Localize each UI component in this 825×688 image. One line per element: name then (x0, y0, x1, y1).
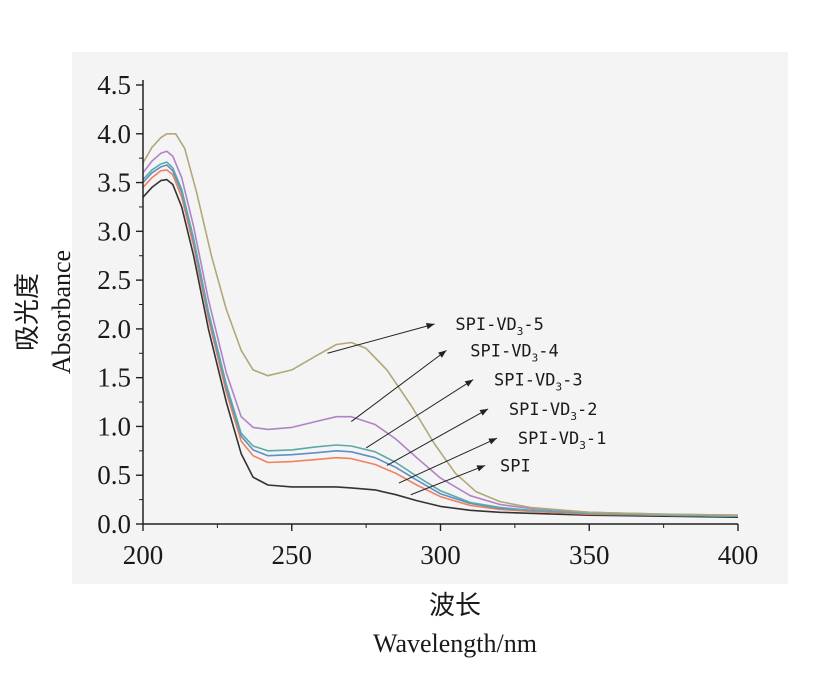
x-tick-label-2: 300 (420, 540, 461, 570)
y-tick-label-5: 2.5 (97, 265, 131, 295)
y-tick-label-2: 1.0 (97, 411, 131, 441)
series-label-1: SPI-VD3-1 (518, 429, 607, 452)
y-tick-label-7: 3.5 (97, 168, 131, 198)
annotation-arrow-line-2 (386, 408, 489, 466)
annotation-arrow-line-3 (365, 379, 474, 449)
x-tick-label-0: 200 (123, 540, 164, 570)
annotation-arrow-head-2 (479, 408, 489, 416)
x-axis-label-en: Wavelength/nm (373, 629, 537, 658)
x-tick-label-4: 400 (718, 540, 759, 570)
series-annotations: SPI-VD3-5 SPI-VD3-4 SPI-VD3-3 SPI-VD3-2 SPI-… (327, 315, 607, 496)
annotation-arrow-head-4 (438, 350, 447, 358)
series-line-0 (142, 178, 739, 518)
x-tick-label-3: 350 (569, 540, 610, 570)
annotation-arrow-line-1 (398, 437, 498, 484)
annotation-arrow-line-0 (410, 465, 486, 496)
y-tick-label-4: 2.0 (97, 314, 131, 344)
annotation-arrow-head-3 (464, 379, 474, 387)
y-tick-label-3: 1.5 (97, 363, 131, 393)
series-label-3: SPI-VD3-3 (494, 371, 583, 394)
annotation-arrow-head-5 (425, 323, 435, 330)
series-lines (142, 133, 739, 518)
series-label-4: SPI-VD3-4 (470, 341, 559, 364)
y-tick-label-1: 0.5 (97, 460, 131, 490)
series-label-5: SPI-VD3-5 (455, 315, 544, 338)
annotation-arrow-head-0 (476, 465, 486, 472)
y-tick-label-0: 0.0 (97, 509, 131, 539)
y-axis-label-en: Absorbance (47, 250, 76, 374)
x-axis-label-cn: 波长 (429, 591, 481, 620)
series-line-2 (142, 164, 739, 517)
y-tick-label-8: 4.0 (97, 119, 131, 149)
y-tick-label-6: 3.0 (97, 216, 131, 246)
x-tick-label-1: 250 (272, 540, 313, 570)
annotation-arrow-line-4 (350, 349, 447, 422)
annotation-arrow-head-1 (488, 438, 498, 445)
series-label-0: SPI (500, 456, 531, 476)
y-tick-label-9: 4.5 (97, 70, 131, 100)
annotation-arrow-line-5 (327, 323, 435, 354)
series-line-3 (142, 161, 739, 517)
series-line-1 (142, 169, 739, 517)
y-axis-label-cn: 吸光度 (13, 273, 42, 351)
series-label-2: SPI-VD3-2 (509, 400, 598, 423)
plot-background (72, 52, 788, 584)
axes: 0.0 0.5 1.0 1.5 2.0 2.5 3.0 3.5 4.0 4.5 200 250 300 3… (97, 70, 758, 570)
series-line-5 (142, 133, 739, 516)
series-line-4 (142, 150, 739, 516)
